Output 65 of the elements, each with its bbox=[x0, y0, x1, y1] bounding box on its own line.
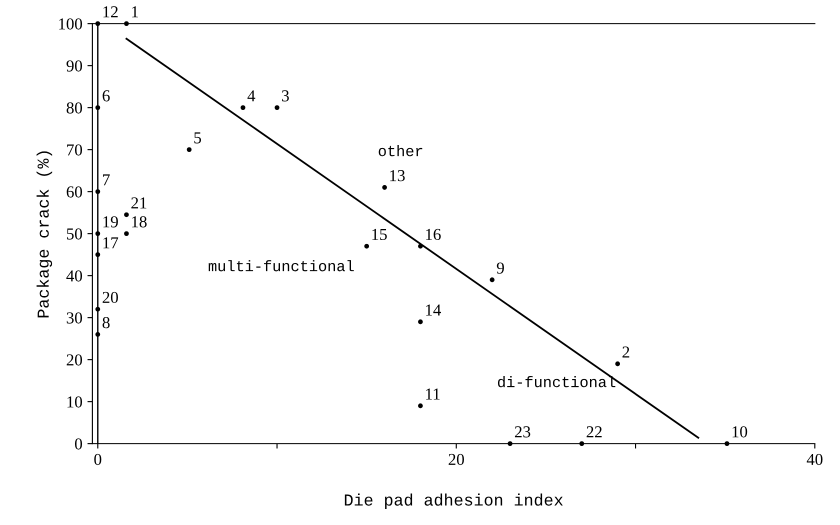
annotation: 11 bbox=[426, 388, 440, 400]
y-tick-label: 30 bbox=[66, 312, 82, 324]
x-tick-label: 0 bbox=[94, 454, 102, 466]
annotation: 4 bbox=[247, 90, 256, 102]
point bbox=[124, 21, 129, 26]
point bbox=[274, 105, 280, 110]
annotation: 16 bbox=[426, 228, 441, 240]
point bbox=[490, 277, 495, 282]
point bbox=[240, 105, 246, 110]
y-tick-label: 80 bbox=[66, 102, 82, 114]
annotation: 17 bbox=[103, 237, 118, 248]
point bbox=[124, 231, 129, 236]
annotation: 13 bbox=[390, 170, 405, 182]
point bbox=[95, 21, 100, 26]
point bbox=[124, 212, 129, 218]
y-tick-label: 10 bbox=[67, 396, 82, 408]
annotation: 10 bbox=[732, 426, 748, 438]
point bbox=[418, 319, 423, 324]
x-axis-title: Die pad adhesion index bbox=[344, 493, 563, 509]
point bbox=[95, 105, 100, 110]
annotation: 3 bbox=[282, 90, 289, 102]
annotation: 1 bbox=[132, 6, 138, 18]
y-tick-label: 20 bbox=[66, 354, 82, 366]
annotation: 8 bbox=[102, 317, 110, 328]
point bbox=[186, 147, 192, 152]
annotation: 20 bbox=[102, 292, 118, 304]
annotation: 19 bbox=[103, 216, 118, 228]
y-tick-label: 0 bbox=[74, 438, 82, 450]
y-tick-label: 70 bbox=[67, 144, 82, 156]
annotation: 7 bbox=[103, 174, 110, 186]
point bbox=[418, 403, 423, 408]
y-tick-label: 50 bbox=[66, 228, 82, 240]
annotation: 23 bbox=[514, 426, 530, 438]
annotation: 18 bbox=[132, 216, 147, 228]
y-tick-label: 40 bbox=[66, 270, 82, 282]
point bbox=[579, 441, 584, 446]
annotation: di-functional bbox=[498, 376, 616, 388]
annotation: 6 bbox=[102, 90, 110, 102]
annotation: multi-functional bbox=[208, 260, 354, 272]
annotation: 21 bbox=[131, 197, 146, 208]
point bbox=[418, 244, 423, 249]
annotation: 9 bbox=[496, 262, 504, 274]
annotation: 5 bbox=[194, 132, 202, 144]
y-tick-label: 60 bbox=[66, 186, 82, 198]
point bbox=[95, 252, 100, 258]
annotation: other bbox=[378, 145, 422, 156]
point bbox=[508, 441, 512, 446]
y-tick-label: 100 bbox=[59, 18, 82, 30]
annotation: 14 bbox=[426, 304, 442, 316]
point bbox=[724, 441, 730, 446]
annotation: 15 bbox=[372, 228, 387, 240]
point bbox=[615, 361, 620, 366]
point bbox=[382, 185, 387, 190]
x-tick-label: 40 bbox=[806, 454, 822, 466]
annotation: 22 bbox=[586, 426, 602, 438]
y-tick-label: 90 bbox=[66, 60, 82, 72]
point bbox=[95, 332, 100, 337]
annotation: 2 bbox=[622, 346, 630, 358]
x-tick-label: 20 bbox=[448, 454, 464, 466]
annotation: 12 bbox=[103, 6, 118, 18]
point bbox=[95, 189, 100, 194]
point bbox=[95, 306, 100, 312]
point bbox=[95, 231, 100, 236]
point bbox=[364, 244, 370, 249]
y-axis-title: Package crack (%) bbox=[36, 151, 52, 318]
